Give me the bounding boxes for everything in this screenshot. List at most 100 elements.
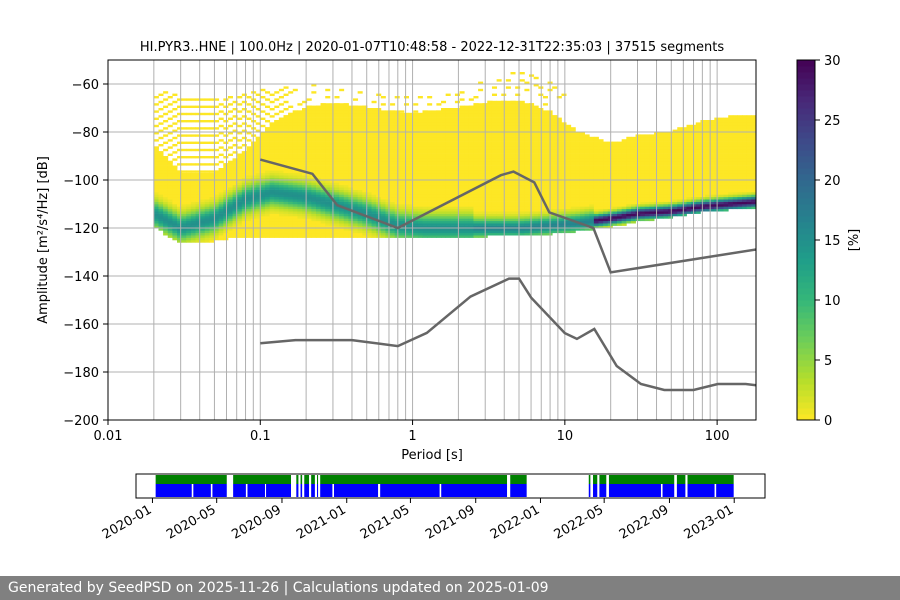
heatmap-cell (468, 136, 474, 140)
heatmap-cell (246, 180, 252, 183)
heatmap-cell (214, 180, 220, 183)
heatmap-cell (255, 139, 261, 142)
heatmap-cell (566, 168, 572, 171)
heatmap-cell (413, 199, 419, 202)
heatmap-cell (153, 201, 159, 205)
heatmap-cell (478, 201, 484, 205)
heatmap-cell (491, 122, 498, 126)
heatmap-cell (468, 129, 474, 133)
heatmap-outlier-cell (204, 112, 210, 116)
heatmap-cell (181, 232, 187, 236)
heatmap-outlier-cell (218, 124, 224, 128)
heatmap-cell (380, 146, 386, 150)
heatmap-cell (227, 168, 233, 171)
heatmap-cell (450, 225, 456, 229)
heatmap-cell (390, 158, 396, 162)
heatmap-cell (408, 189, 414, 193)
heatmap-cell (320, 120, 326, 123)
heatmap-cell (334, 136, 340, 140)
heatmap-cell (241, 208, 247, 212)
heatmap-cell (292, 201, 298, 205)
heatmap-cell (269, 184, 275, 188)
heatmap-cell (195, 230, 201, 234)
heatmap-cell (172, 230, 178, 234)
heatmap-cell (158, 158, 164, 162)
heatmap-cell (454, 206, 460, 210)
heatmap-outlier-cell (172, 115, 178, 118)
heatmap-cell (524, 232, 530, 236)
heatmap-cell (394, 177, 400, 181)
heatmap-cell (491, 206, 498, 210)
heatmap-cell (260, 153, 266, 157)
heatmap-cell (431, 134, 437, 138)
heatmap-cell (413, 160, 419, 164)
heatmap-cell (445, 129, 451, 133)
heatmap-cell (598, 153, 604, 157)
heatmap-cell (464, 115, 470, 118)
heatmap-cell (302, 158, 308, 162)
heatmap-cell (593, 168, 599, 171)
heatmap-outlier-cell (209, 120, 215, 123)
heatmap-outlier-cell (237, 103, 243, 106)
heatmap-cell (561, 182, 567, 186)
heatmap-cell (473, 192, 479, 195)
heatmap-cell (431, 177, 437, 181)
heatmap-cell (362, 168, 368, 171)
heatmap-cell (603, 165, 609, 169)
heatmap-cell (362, 129, 368, 133)
heatmap-cell (232, 196, 238, 200)
heatmap-outlier-cell (190, 127, 196, 130)
heatmap-cell (255, 184, 261, 188)
heatmap-cell (441, 218, 447, 222)
heatmap-cell (478, 124, 484, 128)
heatmap-cell (320, 204, 326, 207)
heatmap-cell (190, 237, 196, 241)
heatmap-cell (473, 136, 479, 140)
heatmap-cell (334, 225, 340, 229)
heatmap-cell (237, 194, 243, 198)
heatmap-outlier-cell (200, 163, 206, 166)
heatmap-cell (464, 182, 470, 186)
heatmap-cell (468, 158, 474, 162)
heatmap-cell (445, 160, 451, 164)
heatmap-cell (320, 228, 326, 231)
heatmap-cell (315, 208, 321, 212)
heatmap-outlier-cell (515, 86, 521, 89)
heatmap-outlier-cell (214, 120, 220, 123)
heatmap-cell (454, 170, 460, 174)
heatmap-cell (450, 235, 456, 238)
heatmap-cell (255, 182, 261, 186)
heatmap-cell (214, 220, 220, 224)
heatmap-cell (311, 127, 317, 130)
heatmap-cell (519, 225, 525, 229)
heatmap-cell (524, 204, 530, 207)
heatmap-cell (274, 144, 280, 147)
heatmap-cell (441, 115, 447, 118)
heatmap-cell (348, 127, 354, 130)
heatmap-cell (579, 168, 586, 171)
heatmap-cell (265, 235, 271, 238)
heatmap-cell (334, 211, 340, 214)
heatmap-cell (427, 177, 433, 181)
heatmap-cell (584, 192, 590, 195)
heatmap-cell (329, 201, 335, 205)
heatmap-cell (464, 223, 470, 226)
heatmap-cell (593, 180, 599, 183)
heatmap-cell (570, 158, 576, 162)
heatmap-cell (524, 194, 530, 198)
heatmap-cell (524, 201, 530, 205)
heatmap-cell (505, 196, 511, 200)
heatmap-cell (167, 204, 173, 207)
heatmap-cell (552, 170, 558, 174)
heatmap-outlier-cell (181, 105, 187, 108)
heatmap-cell (297, 194, 303, 198)
heatmap-cell (473, 218, 479, 222)
heatmap-cell (186, 196, 192, 200)
heatmap-cell (288, 144, 294, 147)
heatmap-cell (325, 108, 331, 111)
heatmap-cell (579, 208, 586, 212)
heatmap-cell (306, 211, 312, 214)
heatmap-outlier-cell (413, 110, 419, 113)
heatmap-cell (491, 141, 498, 145)
heatmap-cell (186, 194, 192, 198)
